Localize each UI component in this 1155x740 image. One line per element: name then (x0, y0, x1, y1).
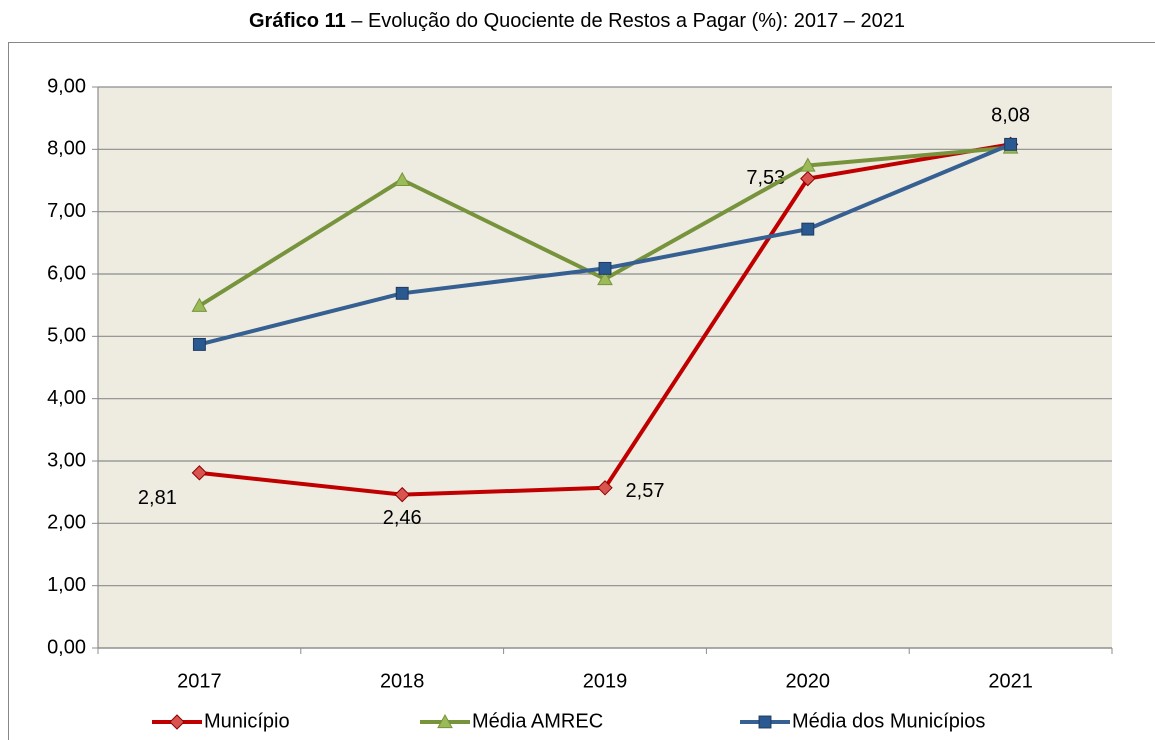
x-tick-label: 2020 (786, 670, 831, 692)
legend-marker (169, 714, 185, 730)
data-label: 2,57 (626, 480, 665, 502)
data-point (598, 261, 612, 275)
data-label: 8,08 (991, 105, 1030, 127)
data-point (394, 486, 410, 503)
data-point (597, 270, 613, 286)
data-point (395, 286, 409, 300)
data-point (191, 297, 208, 312)
y-tick-label: 2,00 (47, 512, 86, 534)
y-tick-label: 0,00 (47, 636, 86, 658)
legend-label: Média dos Municípios (792, 710, 985, 732)
x-tick-label: 2018 (380, 670, 425, 692)
legend-marker (437, 713, 453, 729)
plot-area (98, 87, 1112, 648)
data-label: 7,53 (746, 167, 785, 189)
y-tick-label: 4,00 (47, 387, 86, 409)
title-number: Gráfico 11 (249, 10, 346, 32)
title-text: – Evolução do Quociente de Restos a Paga… (351, 10, 905, 32)
legend-marker (758, 715, 772, 729)
legend-label: Média AMREC (472, 710, 603, 732)
x-tick-label: 2021 (988, 670, 1033, 692)
data-point (801, 222, 815, 236)
chart-title: Gráfico 11 – Evolução do Quociente de Re… (249, 10, 905, 32)
data-point (800, 170, 816, 187)
y-tick-label: 5,00 (47, 325, 86, 347)
y-tick-label: 1,00 (47, 574, 86, 596)
data-label: 2,46 (383, 507, 422, 529)
data-point (1004, 137, 1018, 151)
x-tick-label: 2017 (177, 670, 222, 692)
y-tick-label: 8,00 (47, 138, 86, 160)
data-point (192, 337, 206, 351)
chart-frame (8, 42, 1155, 740)
data-point (597, 480, 613, 496)
data-point (394, 171, 411, 186)
y-tick-label: 9,00 (47, 75, 86, 97)
y-tick-label: 3,00 (47, 449, 86, 471)
data-label: 2,81 (138, 487, 177, 509)
data-point (799, 157, 816, 172)
x-tick-label: 2019 (583, 670, 628, 692)
data-point (191, 465, 208, 481)
y-tick-label: 7,00 (47, 200, 86, 222)
y-tick-label: 6,00 (47, 262, 86, 284)
legend-label: Município (204, 710, 290, 732)
